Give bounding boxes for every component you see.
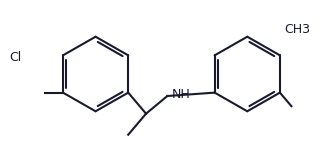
Text: CH3: CH3	[284, 23, 310, 36]
Text: Cl: Cl	[9, 51, 22, 64]
Text: NH: NH	[172, 88, 190, 101]
